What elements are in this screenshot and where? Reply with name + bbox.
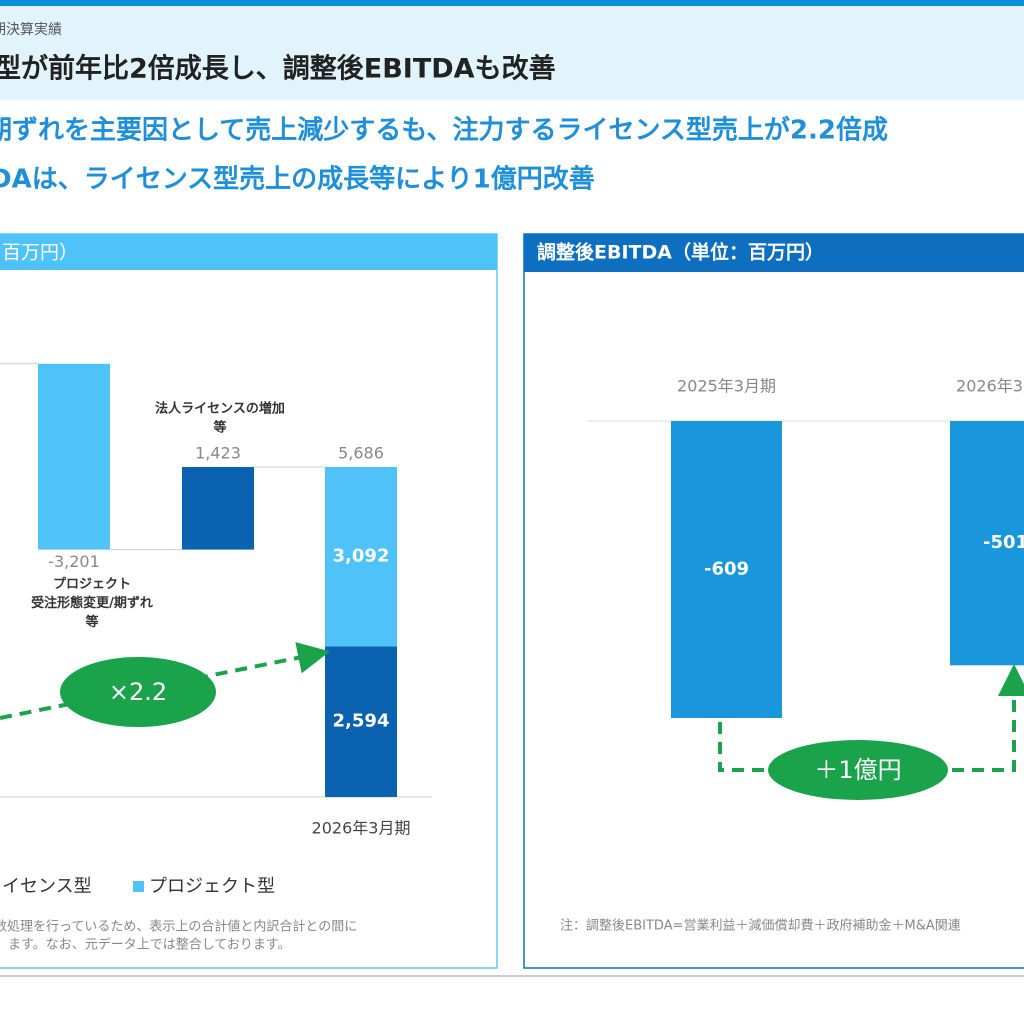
badge-text: ×2.2 bbox=[109, 678, 167, 706]
right-panel-title: 調整後EBITDA（単位：百万円） bbox=[537, 241, 824, 264]
x-label: 2026年3月期 bbox=[956, 377, 1024, 396]
legend-swatch bbox=[133, 881, 144, 892]
value-label: -609 bbox=[704, 559, 749, 580]
annotation: 等 bbox=[212, 420, 226, 436]
badge bbox=[768, 740, 948, 800]
section-label: 期決算実績 bbox=[0, 22, 62, 38]
header-band bbox=[0, 6, 1024, 100]
left-panel bbox=[0, 233, 498, 969]
value-label: -3,201 bbox=[48, 552, 100, 571]
improve-arrow bbox=[718, 664, 1024, 772]
right-panel-header bbox=[524, 234, 1024, 272]
stack-bar bbox=[325, 646, 397, 797]
footnote: 数処理を行っているため、表示上の合計値と内訳合計との間に bbox=[0, 919, 357, 935]
lead-line: DAは、ライセンス型売上の成長等により1億円改善 bbox=[0, 164, 595, 195]
annotation: 等 bbox=[84, 614, 98, 630]
value-label: -501 bbox=[983, 532, 1024, 553]
lead-line: 期ずれを主要因として売上減少するも、注力するライセンス型売上が2.2倍成 bbox=[0, 115, 888, 146]
x-label: 2026年3月期 bbox=[312, 819, 411, 838]
annotation: 法人ライセンスの増加 bbox=[155, 401, 285, 417]
legend-label: ライセンス型 bbox=[0, 876, 92, 897]
legend-label: プロジェクト型 bbox=[149, 876, 275, 897]
delta-bar bbox=[38, 363, 110, 550]
delta-bar bbox=[182, 467, 254, 550]
value-label: 1,423 bbox=[195, 444, 241, 463]
badge bbox=[60, 657, 216, 727]
footnote: ます。なお、元データ上では整合しております。 bbox=[8, 937, 291, 953]
segment-label: 2,594 bbox=[333, 711, 390, 732]
stack-bar bbox=[325, 467, 397, 647]
top-bar bbox=[0, 0, 1024, 6]
footnote: 注：調整後EBITDA=営業利益＋減価償却費＋政府補助金＋M&A関連 bbox=[560, 918, 961, 934]
total-label: 5,686 bbox=[338, 444, 384, 463]
badge-text: ＋1億円 bbox=[814, 756, 901, 784]
bar bbox=[950, 421, 1024, 666]
left-panel-header bbox=[0, 234, 497, 270]
slide-title: 型が前年比2倍成長し、調整後EBITDAも改善 bbox=[0, 53, 556, 85]
annotation: 受注形態変更/期ずれ bbox=[31, 595, 153, 611]
left-panel-title: 百万円） bbox=[2, 242, 78, 264]
segment-label: 3,092 bbox=[333, 546, 390, 567]
bar bbox=[671, 421, 782, 718]
annotation: プロジェクト bbox=[53, 577, 131, 592]
x-label: 2025年3月期 bbox=[677, 377, 776, 396]
